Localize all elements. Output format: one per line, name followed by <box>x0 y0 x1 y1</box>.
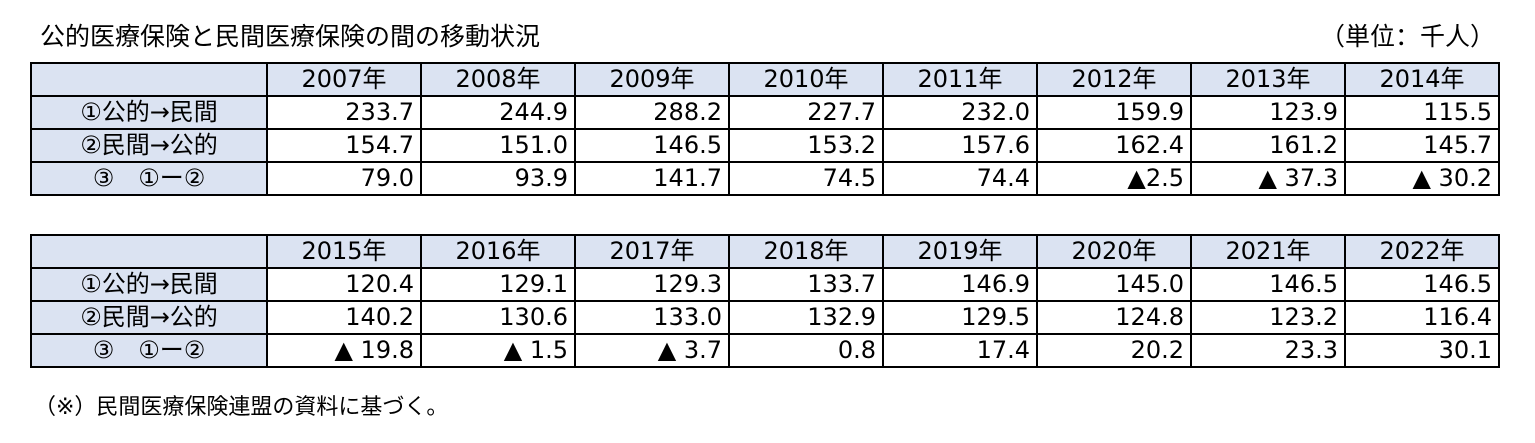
data-cell: 74.5 <box>728 161 884 196</box>
source-note: （※）民間医療保険連盟の資料に基づく。 <box>34 395 449 420</box>
row-label: ②民間→公的 <box>30 300 268 335</box>
data-cell: 130.6 <box>420 300 576 335</box>
data-cell: ▲ 3.7 <box>574 333 730 368</box>
data-cell: 288.2 <box>574 95 730 130</box>
row-label: ②民間→公的 <box>30 128 268 163</box>
data-cell: ▲ 1.5 <box>420 333 576 368</box>
data-cell: 120.4 <box>266 267 422 302</box>
year-header: 2009年 <box>574 62 730 97</box>
data-cell: 159.9 <box>1036 95 1192 130</box>
row-label: ③ ①ー② <box>30 161 268 196</box>
data-cell: 146.5 <box>1190 267 1346 302</box>
data-cell: 151.0 <box>420 128 576 163</box>
movement-table-2015-2022: 2015年 2016年 2017年 2018年 2019年 2020年 2021… <box>30 234 1500 368</box>
data-cell: ▲ 30.2 <box>1344 161 1500 196</box>
year-header: 2017年 <box>574 234 730 269</box>
data-cell: 154.7 <box>266 128 422 163</box>
row-label: ③ ①ー② <box>30 333 268 368</box>
data-cell: ▲ 19.8 <box>266 333 422 368</box>
row-label: ①公的→民間 <box>30 95 268 130</box>
data-cell: 93.9 <box>420 161 576 196</box>
row-label: ①公的→民間 <box>30 267 268 302</box>
year-header: 2014年 <box>1344 62 1500 97</box>
data-cell: 145.0 <box>1036 267 1192 302</box>
table-title: 公的医療保険と民間医療保険の間の移動状況 <box>40 22 541 51</box>
corner-cell <box>30 234 268 269</box>
data-cell: 232.0 <box>882 95 1038 130</box>
table-row-public-to-private: ①公的→民間 120.4 129.1 129.3 133.7 146.9 145… <box>30 267 1500 302</box>
data-cell: 153.2 <box>728 128 884 163</box>
table-row-private-to-public: ②民間→公的 154.7 151.0 146.5 153.2 157.6 162… <box>30 128 1500 163</box>
data-cell: 30.1 <box>1344 333 1500 368</box>
table-row-private-to-public: ②民間→公的 140.2 130.6 133.0 132.9 129.5 124… <box>30 300 1500 335</box>
data-cell: 0.8 <box>728 333 884 368</box>
year-header-row: 2015年 2016年 2017年 2018年 2019年 2020年 2021… <box>30 234 1500 269</box>
movement-table-2007-2014: 2007年 2008年 2009年 2010年 2011年 2012年 2013… <box>30 62 1500 196</box>
data-cell: 162.4 <box>1036 128 1192 163</box>
data-cell: 133.0 <box>574 300 730 335</box>
year-header: 2020年 <box>1036 234 1192 269</box>
year-header: 2015年 <box>266 234 422 269</box>
data-cell: 20.2 <box>1036 333 1192 368</box>
data-cell: 141.7 <box>574 161 730 196</box>
data-cell: 146.5 <box>1344 267 1500 302</box>
year-header: 2007年 <box>266 62 422 97</box>
data-cell: 115.5 <box>1344 95 1500 130</box>
data-cell: 133.7 <box>728 267 884 302</box>
data-cell: 132.9 <box>728 300 884 335</box>
year-header: 2022年 <box>1344 234 1500 269</box>
year-header: 2016年 <box>420 234 576 269</box>
table-row-public-to-private: ①公的→民間 233.7 244.9 288.2 227.7 232.0 159… <box>30 95 1500 130</box>
data-cell: 233.7 <box>266 95 422 130</box>
data-cell: 23.3 <box>1190 333 1346 368</box>
data-cell: 146.9 <box>882 267 1038 302</box>
year-header: 2021年 <box>1190 234 1346 269</box>
table-row-net: ③ ①ー② ▲ 19.8 ▲ 1.5 ▲ 3.7 0.8 17.4 20.2 2… <box>30 333 1500 368</box>
data-cell: 17.4 <box>882 333 1038 368</box>
data-cell: 129.5 <box>882 300 1038 335</box>
data-cell: 129.1 <box>420 267 576 302</box>
data-cell: 123.2 <box>1190 300 1346 335</box>
data-cell: ▲2.5 <box>1036 161 1192 196</box>
data-cell: ▲ 37.3 <box>1190 161 1346 196</box>
year-header: 2011年 <box>882 62 1038 97</box>
unit-label: （単位：千人） <box>1319 22 1495 51</box>
data-cell: 157.6 <box>882 128 1038 163</box>
data-cell: 116.4 <box>1344 300 1500 335</box>
year-header: 2008年 <box>420 62 576 97</box>
year-header: 2013年 <box>1190 62 1346 97</box>
table-row-net: ③ ①ー② 79.0 93.9 141.7 74.5 74.4 ▲2.5 ▲ 3… <box>30 161 1500 196</box>
year-header: 2012年 <box>1036 62 1192 97</box>
year-header: 2019年 <box>882 234 1038 269</box>
corner-cell <box>30 62 268 97</box>
year-header: 2010年 <box>728 62 884 97</box>
year-header-row: 2007年 2008年 2009年 2010年 2011年 2012年 2013… <box>30 62 1500 97</box>
data-cell: 161.2 <box>1190 128 1346 163</box>
data-cell: 227.7 <box>728 95 884 130</box>
data-cell: 146.5 <box>574 128 730 163</box>
data-cell: 123.9 <box>1190 95 1346 130</box>
data-cell: 145.7 <box>1344 128 1500 163</box>
data-cell: 124.8 <box>1036 300 1192 335</box>
data-cell: 79.0 <box>266 161 422 196</box>
data-cell: 129.3 <box>574 267 730 302</box>
data-cell: 140.2 <box>266 300 422 335</box>
year-header: 2018年 <box>728 234 884 269</box>
data-cell: 74.4 <box>882 161 1038 196</box>
data-cell: 244.9 <box>420 95 576 130</box>
